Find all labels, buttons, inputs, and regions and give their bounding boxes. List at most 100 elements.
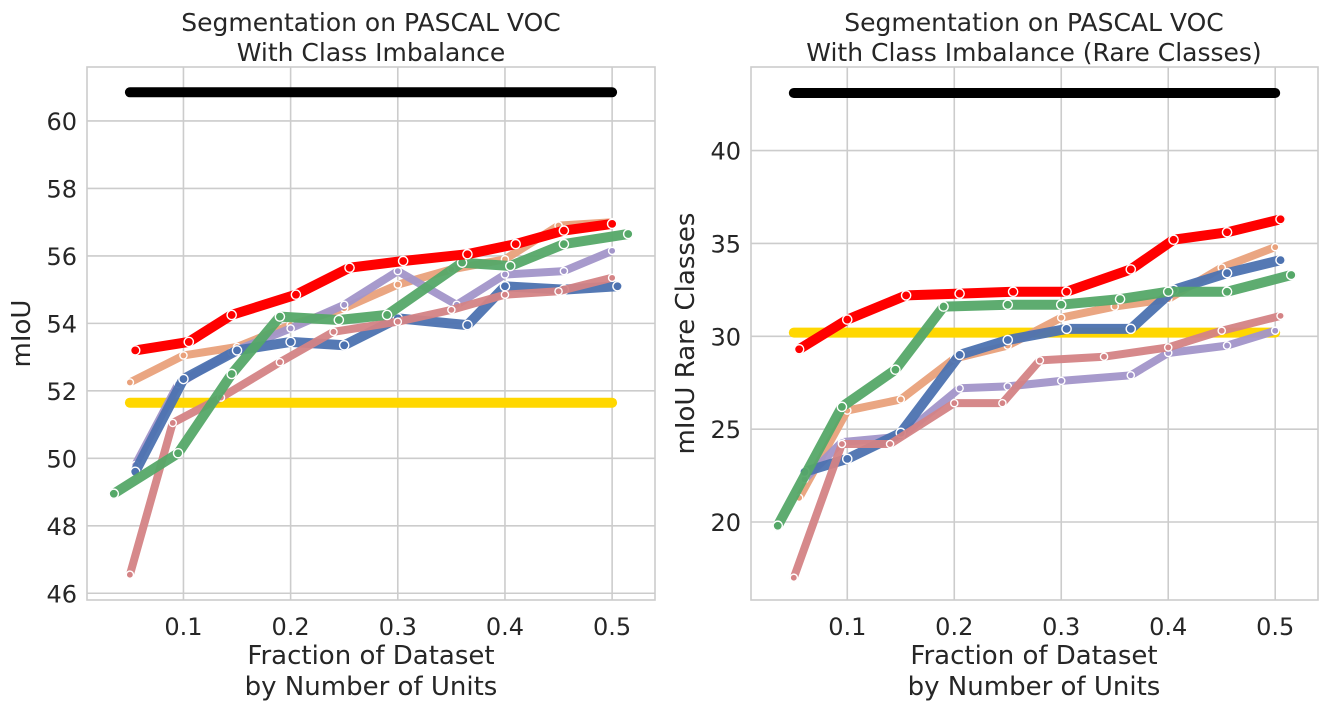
- data-point-rose: [329, 327, 338, 337]
- series-line-red: [794, 214, 1286, 355]
- data-point-red: [1275, 213, 1286, 225]
- series-line-blue: [130, 281, 623, 477]
- series-line-rose: [125, 273, 617, 579]
- data-point-blue: [338, 340, 350, 351]
- data-point-blue: [462, 319, 473, 331]
- data-point-blue: [1125, 323, 1137, 335]
- y-tick-label: 20: [710, 509, 741, 537]
- x-tick-label: 0.2: [935, 613, 973, 641]
- y-axis-label: mIoU Rare Classes: [671, 213, 701, 455]
- data-point-purple: [1222, 341, 1232, 350]
- data-point-red: [1061, 286, 1072, 298]
- data-point-rose: [168, 418, 178, 428]
- data-point-blue: [1002, 334, 1014, 346]
- data-point-green: [1221, 286, 1233, 298]
- data-point-green: [772, 520, 784, 532]
- data-point-blue: [231, 345, 243, 356]
- data-point-red: [841, 314, 853, 325]
- data-point-rose: [885, 439, 895, 449]
- data-point-orange: [1270, 242, 1280, 252]
- y-tick-label: 25: [710, 416, 741, 444]
- data-point-red: [606, 218, 618, 230]
- data-point-red: [183, 336, 195, 348]
- data-point-green: [1114, 293, 1126, 305]
- data-point-red: [129, 345, 141, 356]
- series-line-rose: [789, 311, 1285, 582]
- data-point-purple: [1270, 326, 1280, 336]
- data-point-red: [1168, 234, 1179, 246]
- data-point-red: [1125, 264, 1137, 275]
- y-tick-label: 52: [46, 378, 77, 406]
- data-point-blue: [1221, 267, 1233, 279]
- chart-segmentation-miou: 0.1 0.2 0.3 0.4 0.5 46 48 50 52 54 56 58 60 Segmentat…: [7, 8, 656, 702]
- data-point-green: [1285, 269, 1297, 281]
- data-point-green: [505, 260, 516, 272]
- data-point-purple: [1003, 382, 1013, 391]
- data-point-blue: [178, 373, 189, 385]
- x-tick-label: 0.5: [593, 613, 631, 641]
- y-tick-label: 35: [710, 230, 741, 258]
- x-tick-label: 0.1: [164, 613, 202, 641]
- y-tick-label: 40: [710, 138, 741, 166]
- data-point-blue: [612, 280, 623, 292]
- data-point-green: [333, 314, 345, 326]
- data-point-rose: [949, 398, 959, 408]
- data-point-orange: [393, 280, 403, 289]
- data-point-red: [344, 262, 355, 274]
- data-point-green: [1055, 299, 1067, 311]
- data-point-blue: [1061, 323, 1072, 335]
- chart-title: Segmentation on PASCAL VOC With Class Imb…: [806, 8, 1261, 67]
- data-point-orange: [125, 378, 135, 387]
- series-line-green: [772, 270, 1297, 531]
- data-point-red: [462, 248, 473, 260]
- series-line-purple: [800, 326, 1280, 484]
- data-point-rose: [275, 357, 285, 367]
- data-point-red: [226, 309, 237, 321]
- data-point-purple: [955, 383, 964, 393]
- y-tick-label: 46: [46, 580, 77, 608]
- y-tick-label: 58: [46, 175, 77, 203]
- data-point-rose: [837, 439, 847, 449]
- data-point-green: [108, 488, 120, 500]
- x-tick-label: 0.4: [1149, 613, 1187, 641]
- x-axis-label: Fraction of Dataset by Number of Units: [908, 641, 1161, 702]
- data-point-red: [1221, 226, 1233, 238]
- data-point-green: [622, 228, 634, 240]
- data-point-orange: [1056, 313, 1066, 323]
- data-point-green: [836, 401, 848, 413]
- x-axis-label: Fraction of Dataset by Number of Units: [245, 641, 498, 702]
- x-tick-label: 0.2: [272, 613, 310, 641]
- chart-segmentation-rare-classes: 0.1 0.2 0.3 0.4 0.5 20 25 30 35 40 Segmentation on…: [671, 8, 1319, 702]
- data-point-red: [290, 289, 302, 301]
- y-tick-label: 30: [710, 323, 741, 351]
- series-line-red: [130, 218, 618, 356]
- data-point-rose: [1217, 326, 1227, 336]
- data-point-purple: [286, 324, 295, 333]
- x-tick-label: 0.3: [379, 613, 417, 641]
- x-tick-label: 0.3: [1042, 613, 1080, 641]
- data-point-purple: [559, 266, 569, 276]
- y-tick-label: 54: [46, 310, 77, 338]
- data-point-rose: [1099, 352, 1109, 362]
- data-point-orange: [896, 395, 906, 404]
- x-tick-label: 0.1: [828, 613, 866, 641]
- data-point-red: [954, 288, 965, 299]
- data-point-blue: [499, 280, 511, 292]
- data-point-purple: [339, 300, 349, 310]
- data-point-red: [1007, 286, 1019, 298]
- data-point-blue: [841, 453, 853, 465]
- data-point-purple: [393, 266, 403, 276]
- y-tick-label: 48: [46, 513, 77, 541]
- data-point-red: [793, 343, 805, 355]
- data-point-green: [1002, 299, 1014, 311]
- data-point-green: [1162, 286, 1174, 298]
- data-point-rose: [393, 317, 403, 326]
- data-point-blue: [954, 349, 965, 361]
- x-tick-label: 0.4: [486, 613, 524, 641]
- data-point-blue: [285, 336, 296, 348]
- data-point-blue: [1275, 254, 1286, 266]
- chart-title: Segmentation on PASCAL VOC With Class Imb…: [181, 8, 560, 67]
- data-point-green: [381, 309, 393, 321]
- series-line-green: [108, 229, 634, 499]
